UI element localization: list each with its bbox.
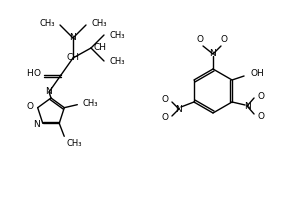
Text: O: O — [257, 111, 264, 121]
Text: CH: CH — [67, 54, 80, 62]
Text: N: N — [33, 120, 40, 129]
Text: CH₃: CH₃ — [40, 19, 55, 28]
Text: O: O — [220, 35, 228, 44]
Text: CH₃: CH₃ — [109, 56, 124, 65]
Text: O: O — [162, 113, 169, 122]
Text: O: O — [33, 70, 40, 79]
Text: O: O — [257, 92, 264, 101]
Text: O: O — [197, 35, 203, 44]
Text: CH₃: CH₃ — [82, 99, 98, 108]
Text: N: N — [46, 88, 52, 97]
Text: OH: OH — [250, 70, 264, 79]
Text: N: N — [244, 102, 250, 111]
Text: O: O — [27, 102, 34, 111]
Text: N: N — [210, 50, 217, 59]
Text: O: O — [162, 96, 169, 104]
Text: CH₃: CH₃ — [109, 31, 124, 40]
Text: H: H — [26, 70, 33, 79]
Text: CH₃: CH₃ — [66, 139, 82, 148]
Text: N: N — [69, 33, 76, 42]
Text: CH: CH — [93, 43, 106, 52]
Text: CH₃: CH₃ — [91, 19, 107, 28]
Text: N: N — [176, 104, 182, 113]
